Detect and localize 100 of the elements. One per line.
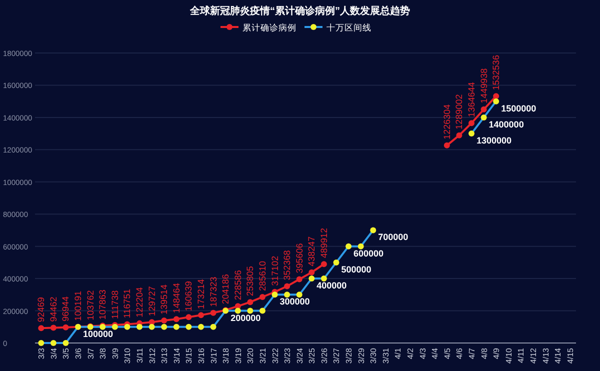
point — [284, 292, 290, 298]
x-tick-label: 4/7 — [467, 347, 476, 360]
x-tick-label: 4/12 — [528, 347, 538, 364]
x-tick-label: 3/28 — [344, 347, 354, 364]
x-tick-label: 3/17 — [209, 347, 218, 364]
x-tick-label: 3/18 — [222, 347, 231, 364]
data-label: 285610 — [257, 260, 268, 291]
data-label: 107863 — [98, 290, 108, 320]
x-tick-label: 3/29 — [356, 347, 366, 364]
data-label: 700000 — [378, 232, 408, 242]
point — [320, 261, 327, 268]
point — [370, 227, 376, 234]
x-tick-label: 4/3 — [418, 347, 428, 360]
data-label: 122204 — [134, 287, 145, 318]
data-label: 160639 — [184, 281, 194, 312]
point — [247, 299, 254, 306]
point — [247, 308, 254, 314]
x-tick-label: 3/26 — [320, 347, 329, 364]
data-label: 300000 — [280, 296, 310, 307]
data-label: 187323 — [208, 276, 218, 307]
point — [161, 318, 168, 324]
x-tick-label: 4/11 — [516, 347, 526, 363]
x-tick-label: 3/23 — [283, 347, 292, 364]
data-label: 438247 — [306, 236, 317, 266]
point — [50, 324, 56, 331]
x-tick-label: 3/10 — [123, 347, 132, 364]
point — [358, 243, 364, 250]
point — [308, 276, 315, 282]
data-label: 395606 — [294, 243, 304, 274]
data-label: 1300000 — [476, 136, 512, 146]
data-label: 100191 — [73, 290, 84, 321]
x-tick-label: 3/27 — [332, 347, 342, 364]
point — [148, 324, 155, 330]
x-tick-label: 3/7 — [86, 347, 96, 360]
x-tick-label: 3/19 — [234, 347, 243, 364]
data-label: 94462 — [48, 296, 58, 322]
point — [468, 130, 474, 137]
point — [38, 340, 44, 346]
point — [296, 276, 302, 282]
x-tick-label: 3/11 — [136, 347, 145, 363]
point — [198, 324, 204, 330]
point — [284, 283, 290, 290]
x-tick-label: 3/15 — [184, 347, 194, 364]
point — [62, 340, 69, 346]
data-label: 1226304 — [442, 104, 452, 140]
data-label: 116751 — [122, 288, 132, 318]
data-label: 1449938 — [478, 68, 489, 104]
x-tick-label: 3/22 — [270, 347, 280, 364]
x-tick-label: 3/31 — [381, 347, 390, 364]
data-label: 600000 — [354, 248, 384, 258]
point — [308, 269, 315, 276]
data-label: 1289002 — [454, 94, 464, 130]
point — [480, 106, 487, 112]
point — [320, 276, 327, 282]
point — [468, 120, 474, 126]
x-tick-label: 3/30 — [369, 347, 378, 364]
x-tick-label: 3/4 — [49, 347, 58, 360]
point — [456, 132, 462, 138]
point — [124, 324, 130, 330]
point — [493, 98, 500, 104]
x-tick-label: 4/13 — [541, 347, 550, 364]
x-tick-label: 3/6 — [74, 347, 84, 360]
data-label: 139514 — [159, 284, 170, 315]
x-tick-label: 4/2 — [406, 347, 416, 360]
x-tick-label: 4/4 — [430, 347, 440, 360]
point — [346, 243, 352, 250]
x-tick-label: 4/9 — [492, 347, 502, 360]
data-label: 92469 — [36, 297, 46, 322]
data-label: 253805 — [245, 266, 256, 296]
x-tick-label: 4/14 — [554, 347, 563, 364]
x-tick-label: 3/12 — [148, 347, 157, 364]
point — [161, 324, 168, 330]
x-tick-label: 3/3 — [37, 347, 46, 360]
data-label: 173214 — [196, 279, 206, 310]
point — [210, 310, 216, 316]
data-label: 1400000 — [488, 119, 524, 130]
x-tick-label: 3/9 — [110, 347, 120, 360]
data-label: 100000 — [83, 328, 114, 339]
data-label: 317102 — [270, 256, 280, 286]
x-tick-label: 4/5 — [442, 347, 452, 360]
point — [259, 308, 266, 314]
data-label: 1364644 — [466, 82, 476, 118]
x-tick-label: 4/8 — [480, 347, 489, 360]
point — [493, 93, 500, 100]
x-tick-label: 4/6 — [455, 347, 464, 360]
data-label: 148464 — [171, 283, 182, 314]
data-label: 204186 — [220, 274, 231, 304]
point — [50, 340, 56, 346]
x-tick-label: 3/8 — [98, 347, 108, 360]
data-label: 489912 — [318, 228, 329, 258]
point — [272, 292, 278, 298]
point — [333, 259, 340, 266]
x-tick-label: 3/13 — [160, 347, 170, 364]
data-label: 129727 — [146, 286, 157, 316]
point — [480, 114, 487, 120]
data-label: 111738 — [110, 290, 120, 319]
point — [210, 324, 216, 330]
point — [198, 312, 204, 318]
data-label: 96944 — [60, 296, 71, 322]
point — [62, 324, 69, 330]
